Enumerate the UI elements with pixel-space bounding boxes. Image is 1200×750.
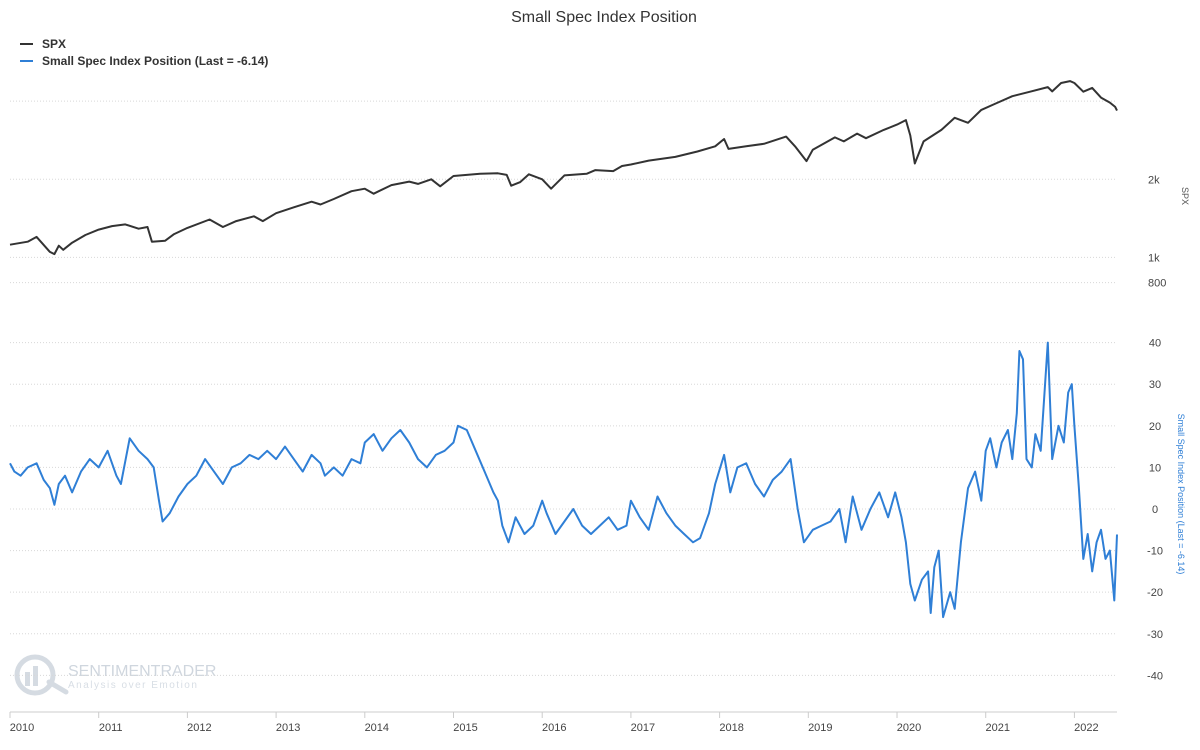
spx-axis-title: SPX [1180,187,1190,205]
ssi-tick-label: 10 [1149,462,1161,474]
legend-label-spx: SPX [42,37,66,51]
small-spec-panel [9,341,1118,619]
x-tick-label: 2014 [365,722,389,734]
x-tick-label: 2020 [897,722,921,734]
ssi-tick-label: 20 [1149,421,1161,433]
x-tick-label: 2016 [542,722,566,734]
watermark-bar-icon [25,672,30,686]
x-tick-label: 2012 [187,722,211,734]
ssi-tick-label: -20 [1147,587,1163,599]
ssi-tick-label: -10 [1147,546,1163,558]
x-tick-label: 2015 [453,722,477,734]
legend-label-small-spec: Small Spec Index Position (Last = -6.14) [42,54,268,68]
watermark-bar-icon [33,666,38,686]
x-tick-label: 2018 [719,722,743,734]
x-tick-label: 2017 [631,722,655,734]
spx-series-line [9,80,1118,256]
watermark-brand: SENTIMENTRADER [68,663,216,680]
ssi-tick-label: 0 [1152,504,1158,516]
spx-panel [9,80,1118,256]
spx-tick-label: 800 [1148,278,1166,290]
spx-tick-label: 1k [1148,252,1160,264]
gridlines [10,100,1117,676]
legend-item-spx[interactable]: SPX [20,37,66,51]
ssi-axis-title: Small Spec Index Position (Last = -6.14) [1176,414,1186,575]
chart-title: Small Spec Index Position [511,9,697,26]
watermark-magnifier-icon [46,679,69,695]
x-tick-label: 2013 [276,722,300,734]
legend: SPX Small Spec Index Position (Last = -6… [20,37,268,68]
ssi-series-line [9,341,1118,619]
spx-tick-label: 2k [1148,174,1160,186]
ssi-tick-label: 40 [1149,338,1161,350]
legend-item-small-spec[interactable]: Small Spec Index Position (Last = -6.14) [20,54,268,68]
x-tick-label: 2011 [99,722,123,734]
ssi-tick-label: 30 [1149,379,1161,391]
ssi-tick-label: -30 [1147,629,1163,641]
x-tick-label: 2019 [808,722,832,734]
x-tick-label: 2022 [1074,722,1098,734]
x-tick-label: 2021 [985,722,1009,734]
watermark-tagline: Analysis over Emotion [68,680,198,691]
ssi-tick-label: -40 [1147,670,1163,682]
x-tick-label: 2010 [10,722,34,734]
